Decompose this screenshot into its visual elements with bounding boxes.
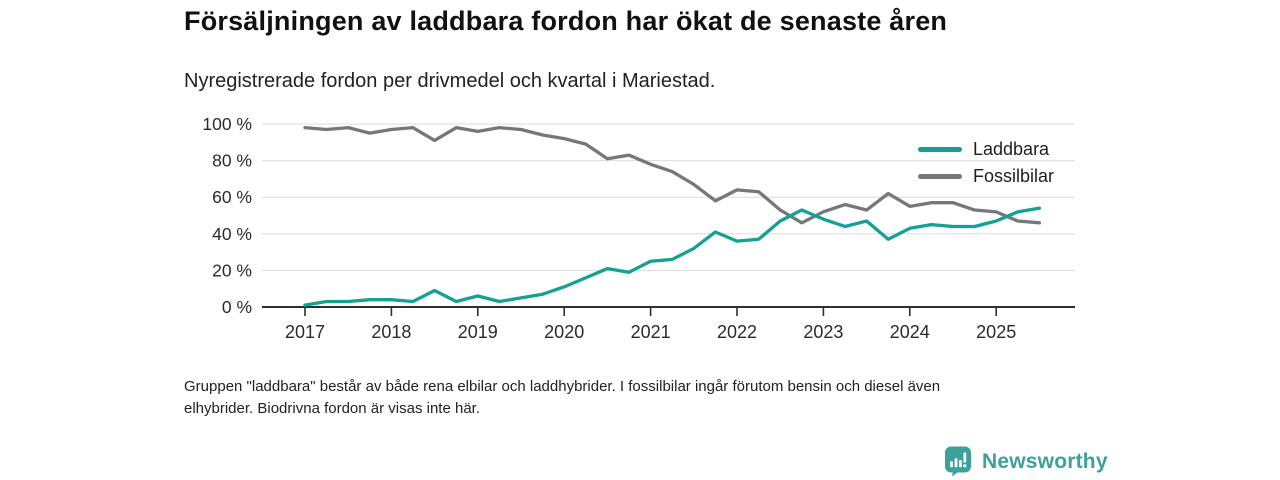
x-tick-label: 2024 <box>890 322 930 342</box>
fossilbilar-line-swatch-icon <box>918 174 962 179</box>
x-tick-label: 2023 <box>803 322 843 342</box>
series-line-fossilbilar <box>303 126 1042 225</box>
x-tick-label: 2022 <box>717 322 757 342</box>
x-tick-label: 2017 <box>285 322 325 342</box>
chart-legend: Laddbara Fossilbilar <box>918 136 1054 190</box>
x-tick-label: 2020 <box>544 322 584 342</box>
x-tick-label: 2025 <box>976 322 1016 342</box>
legend-item-laddbara: Laddbara <box>918 136 1054 163</box>
bar-chart-speech-bubble-icon <box>945 446 971 477</box>
y-tick-label: 20 % <box>212 260 252 280</box>
x-tick-label: 2021 <box>631 322 671 342</box>
footnote-line: elhybrider. Biodrivna fordon är visas in… <box>184 400 480 417</box>
series-line-laddbara <box>303 206 1042 307</box>
laddbara-line-swatch-icon <box>918 147 962 152</box>
legend-label: Laddbara <box>973 139 1050 159</box>
y-tick-label: 0 % <box>222 297 252 317</box>
y-tick-label: 40 % <box>212 224 252 244</box>
x-tick-label: 2019 <box>458 322 498 342</box>
legend-label: Fossilbilar <box>973 166 1055 186</box>
y-tick-label: 80 % <box>212 151 252 171</box>
chart-title: Försäljningen av laddbara fordon har öka… <box>184 6 948 36</box>
legend-item-fossilbilar: Fossilbilar <box>918 163 1054 190</box>
footnote-line: Gruppen "laddbara" består av både rena e… <box>184 378 941 395</box>
y-tick-label: 100 % <box>202 114 252 134</box>
newsworthy-logo: Newsworthy <box>944 446 1108 477</box>
chart-subtitle: Nyregistrerade fordon per drivmedel och … <box>184 70 716 92</box>
newsworthy-logo-text: Newsworthy <box>982 449 1108 473</box>
y-tick-label: 60 % <box>212 187 252 207</box>
x-tick-label: 2018 <box>371 322 411 342</box>
chart-footnote: Gruppen "laddbara" består av både rena e… <box>184 376 1084 420</box>
